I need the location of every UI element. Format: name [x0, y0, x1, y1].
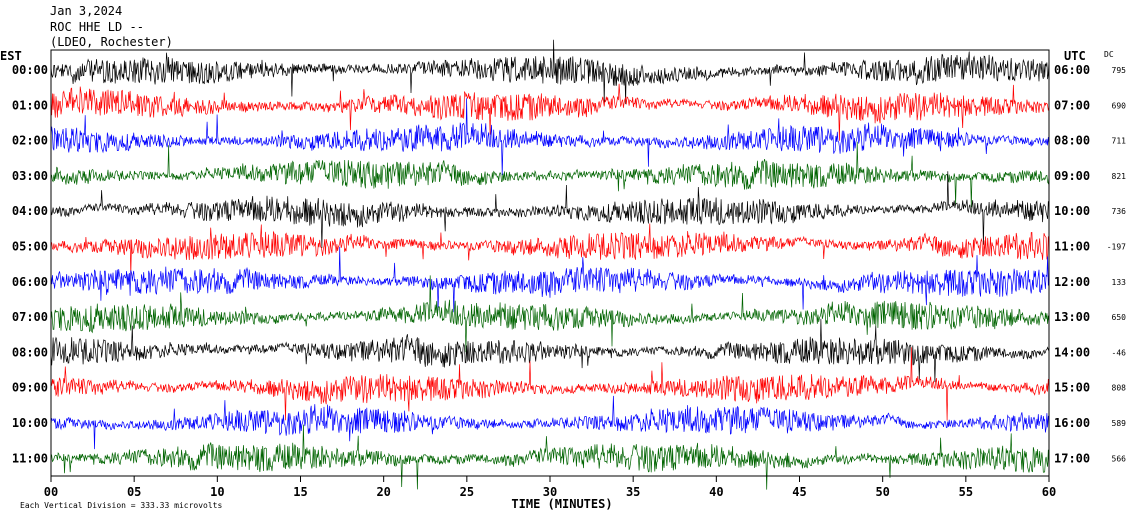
est-label: 11:00 [12, 451, 48, 465]
dc-value: 808 [1112, 384, 1127, 393]
utc-label: 07:00 [1054, 98, 1090, 112]
x-tick-label: 30 [543, 485, 557, 499]
x-tick-label: 55 [959, 485, 973, 499]
x-tick-label: 35 [626, 485, 640, 499]
trace-line [50, 275, 1050, 353]
dc-value: -46 [1112, 348, 1127, 357]
trace-line [50, 141, 1050, 208]
x-tick-label: 15 [293, 485, 307, 499]
header-station: ROC HHE LD -- [50, 20, 144, 34]
utc-label: 14:00 [1054, 345, 1090, 359]
x-tick-label: 45 [792, 485, 806, 499]
trace-line [50, 83, 1050, 141]
est-label: 05:00 [12, 240, 48, 254]
header-date: Jan 3,2024 [50, 4, 123, 18]
utc-label: 12:00 [1054, 275, 1090, 289]
est-label: 00:00 [12, 63, 48, 77]
utc-label: 11:00 [1054, 240, 1090, 254]
x-tick-label: 05 [127, 485, 141, 499]
est-label: 07:00 [12, 310, 48, 324]
x-axis-title: TIME (MINUTES) [511, 497, 612, 511]
dc-value: 589 [1112, 419, 1127, 428]
x-tick-label: 60 [1042, 485, 1056, 499]
x-tick-label: 25 [460, 485, 474, 499]
trace-line [50, 223, 1050, 276]
x-tick-label: 50 [875, 485, 889, 499]
utc-axis-label: UTC [1064, 49, 1086, 63]
dc-value: 566 [1112, 454, 1127, 463]
scale-note: Each Vertical Division = 333.33 microvol… [20, 501, 222, 510]
utc-label: 10:00 [1054, 204, 1090, 218]
est-axis-label: EST [0, 49, 22, 63]
utc-label: 16:00 [1054, 416, 1090, 430]
x-tick-label: 20 [376, 485, 390, 499]
est-label: 01:00 [12, 98, 48, 112]
dc-value: 821 [1112, 172, 1127, 181]
trace-line [50, 395, 1050, 450]
est-label: 08:00 [12, 345, 48, 359]
utc-label: 08:00 [1054, 134, 1090, 148]
dc-value: 795 [1112, 66, 1127, 75]
dc-value: 736 [1112, 207, 1127, 216]
dc-value: 690 [1112, 101, 1127, 110]
trace-line [50, 171, 1050, 248]
utc-label: 17:00 [1054, 451, 1090, 465]
trace-line [50, 347, 1050, 421]
utc-label: 09:00 [1054, 169, 1090, 183]
x-tick-label: 00 [44, 485, 58, 499]
x-axis-ticks: 00 05 10 15 20 25 30 35 40 45 50 55 60 [44, 476, 1056, 499]
est-label: 09:00 [12, 381, 48, 395]
utc-label: 13:00 [1054, 310, 1090, 324]
est-label: 04:00 [12, 204, 48, 218]
seismic-traces [50, 39, 1050, 490]
trace-line [50, 246, 1050, 313]
trace-line [50, 98, 1050, 176]
trace-line [50, 424, 1050, 490]
est-label: 02:00 [12, 134, 48, 148]
trace-line [50, 39, 1050, 105]
est-label: 03:00 [12, 169, 48, 183]
x-tick-label: 40 [709, 485, 723, 499]
dc-value: 133 [1112, 278, 1127, 287]
x-tick-label: 10 [210, 485, 224, 499]
dc-axis-label: DC [1104, 50, 1114, 59]
dc-value: 650 [1112, 313, 1127, 322]
dc-value: 711 [1112, 137, 1127, 146]
est-label: 10:00 [12, 416, 48, 430]
utc-label: 15:00 [1054, 381, 1090, 395]
utc-label: 06:00 [1054, 63, 1090, 77]
row-labels: 00:00 06:00 795 01:00 07:00 690 02:00 08:00 711 0… [12, 63, 1126, 465]
trace-line [50, 318, 1050, 383]
header-location: (LDEO, Rochester) [50, 35, 173, 49]
est-label: 06:00 [12, 275, 48, 289]
dc-value: -197 [1107, 243, 1126, 252]
